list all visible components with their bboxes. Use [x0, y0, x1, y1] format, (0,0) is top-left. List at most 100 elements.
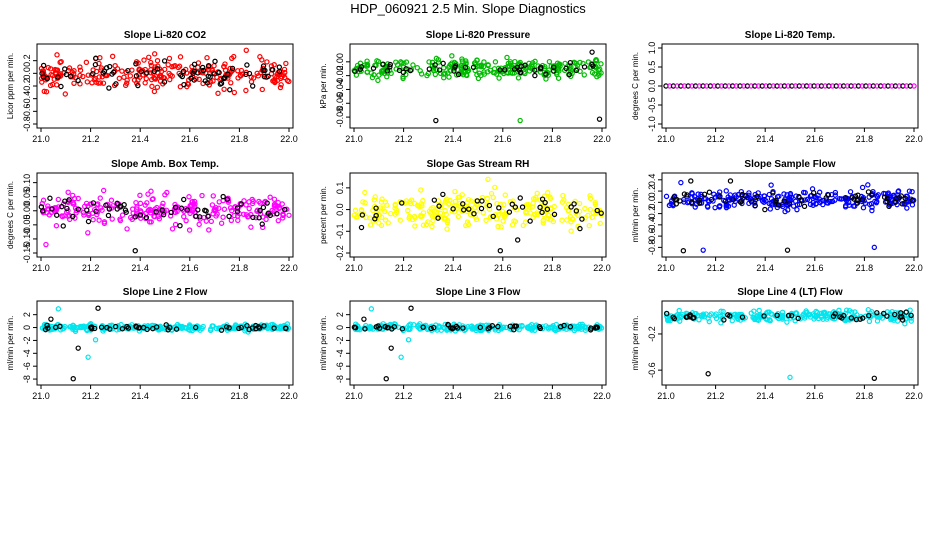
- data-point: [61, 213, 67, 219]
- y-tick-label: -0.06: [335, 93, 345, 114]
- data-point: [276, 71, 283, 78]
- y-tick-label: 0.2: [647, 185, 657, 198]
- reference-point: [40, 74, 47, 80]
- reference-point: [45, 325, 51, 331]
- data-point: [393, 59, 399, 65]
- y-axis-label: percent per min.: [319, 186, 328, 244]
- data-point: [523, 209, 529, 216]
- data-point: [182, 324, 188, 331]
- reference-point: [681, 191, 688, 197]
- data-point: [364, 69, 370, 75]
- data-point: [378, 199, 385, 205]
- reference-point: [477, 324, 483, 331]
- reference-point: [594, 207, 600, 214]
- y-tick-label: -0.1: [335, 224, 345, 240]
- data-point: [501, 213, 508, 220]
- reference-point: [122, 207, 129, 213]
- data-point: [821, 311, 828, 317]
- data-point: [852, 309, 858, 315]
- reference-point: [445, 321, 451, 328]
- data-point: [802, 197, 808, 203]
- y-tick-label: -0.8: [647, 240, 657, 256]
- data-point: [65, 189, 71, 195]
- data-point: [572, 198, 578, 205]
- y-tick-label: -4: [335, 349, 345, 357]
- plot-frame: [36, 172, 294, 258]
- reference-point: [75, 206, 81, 212]
- data-point: [235, 68, 241, 74]
- data-point: [490, 194, 496, 201]
- data-point: [97, 195, 103, 201]
- reference-point: [496, 205, 502, 211]
- data-point: [763, 198, 769, 204]
- y-axis-label: ml/min per min.: [319, 316, 328, 371]
- reference-point: [103, 202, 109, 208]
- data-point: [441, 215, 447, 221]
- y-tick-label: -0.2: [335, 245, 345, 261]
- data-point: [487, 214, 494, 220]
- reference-point: [432, 62, 438, 68]
- reference-point: [144, 70, 150, 76]
- data-point: [151, 51, 158, 57]
- data-point: [816, 189, 823, 195]
- reference-point: [869, 192, 875, 198]
- x-tick-label: 21.4: [444, 263, 462, 273]
- x-tick-label: 21.0: [657, 263, 675, 273]
- y-tick-label: -0.4: [647, 217, 657, 233]
- data-point: [160, 200, 166, 207]
- reference-point: [114, 200, 120, 207]
- reference-point: [701, 191, 708, 197]
- data-point: [485, 69, 491, 75]
- data-point: [432, 71, 439, 78]
- data-point: [259, 86, 265, 93]
- reference-point: [551, 211, 558, 218]
- reference-point: [598, 210, 604, 216]
- data-point: [882, 191, 889, 197]
- plot-frame: [661, 172, 919, 258]
- x-tick-label: 22.0: [905, 391, 923, 401]
- data-point: [203, 218, 210, 224]
- reference-point: [581, 64, 588, 70]
- data-point: [151, 213, 158, 220]
- data-point: [169, 73, 175, 79]
- y-tick-label: -6: [335, 362, 345, 370]
- reference-point: [752, 197, 759, 203]
- plot-frame: [661, 300, 919, 386]
- data-point: [756, 307, 762, 314]
- data-point: [382, 217, 389, 223]
- data-point: [759, 198, 766, 204]
- reference-point: [133, 61, 139, 67]
- reference-point: [431, 197, 438, 203]
- data-point: [803, 310, 809, 316]
- reference-point: [454, 325, 461, 331]
- x-tick-label: 22.0: [280, 134, 298, 144]
- reference-point: [68, 73, 74, 79]
- reference-point: [550, 68, 557, 74]
- chart-panel: Slope Sample Flow 21.0 21.2 21.4 21.6 21.8 22.…: [631, 159, 923, 273]
- reference-point: [886, 203, 892, 210]
- data-point: [545, 189, 551, 196]
- y-tick-label: -2: [335, 336, 345, 344]
- data-point: [405, 207, 411, 214]
- reference-point: [403, 66, 409, 72]
- data-point: [272, 78, 278, 85]
- data-point: [705, 204, 711, 210]
- data-point: [429, 223, 435, 230]
- reference-point: [47, 195, 53, 201]
- outlier-point: [398, 354, 404, 360]
- reference-point: [132, 214, 138, 220]
- reference-point: [451, 68, 457, 74]
- reference-point: [259, 221, 265, 227]
- data-point: [354, 213, 360, 220]
- data-point: [693, 310, 699, 317]
- reference-point: [519, 204, 526, 210]
- data-point: [766, 309, 772, 315]
- data-points: [39, 305, 292, 382]
- reference-point: [227, 87, 233, 93]
- x-tick-label: 21.4: [444, 134, 462, 144]
- x-tick-label: 21.4: [444, 391, 462, 401]
- data-point: [546, 67, 552, 73]
- reference-point: [64, 205, 70, 212]
- reference-point: [58, 83, 64, 90]
- x-tick-label: 21.2: [395, 391, 413, 401]
